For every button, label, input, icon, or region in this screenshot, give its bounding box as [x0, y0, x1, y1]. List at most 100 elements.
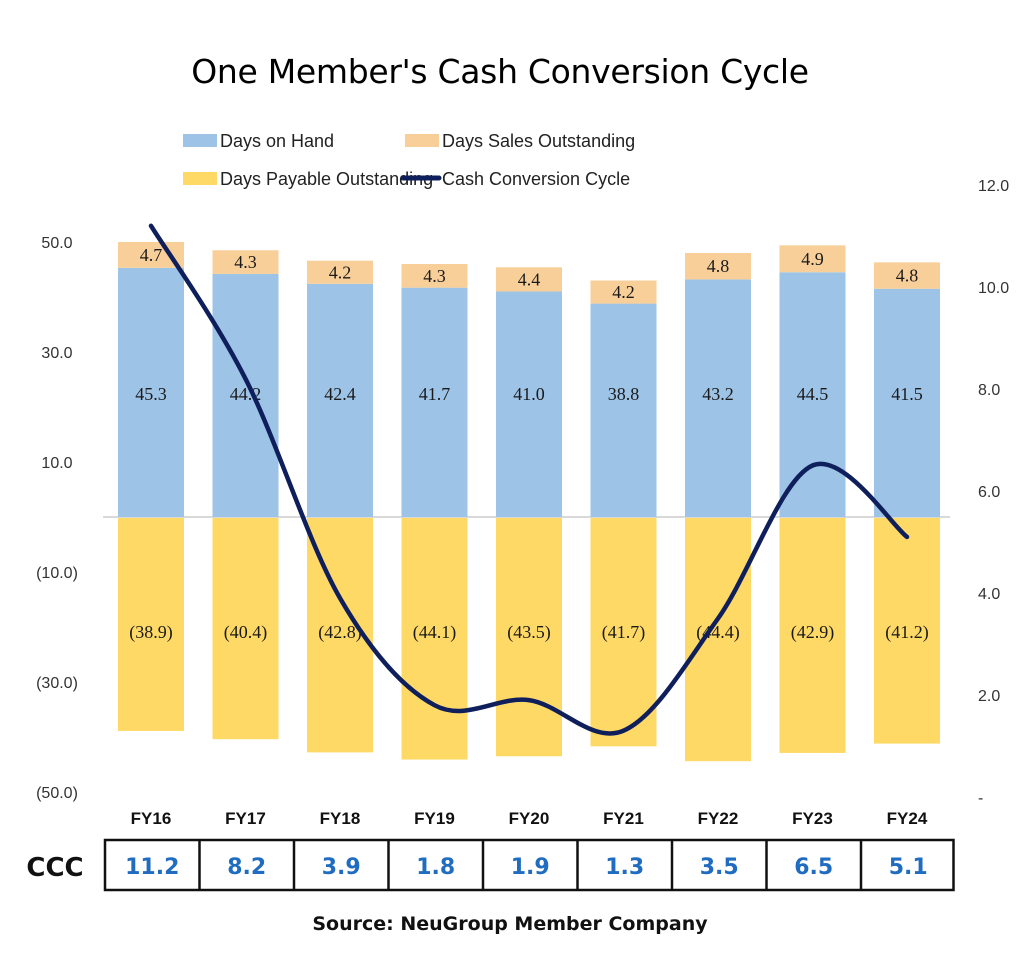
data-label-dpo: (43.5): [507, 622, 551, 643]
bar-days-payable-outstanding: [779, 518, 846, 753]
legend: Days on Hand Days Sales Outstanding Days P…: [183, 131, 635, 189]
bar-days-on-hand: [779, 272, 846, 517]
left-axis-tick-label: 50.0: [41, 235, 72, 252]
source-note: Source: NeuGroup Member Company: [312, 913, 708, 935]
left-axis: 50.0 30.0 10.0 (10.0) (30.0) (50.0): [36, 235, 78, 802]
bar-days-on-hand: [590, 303, 657, 517]
bar-days-on-hand: [685, 279, 751, 517]
right-axis: 12.0 10.0 8.0 6.0 4.0 2.0 -: [978, 178, 1009, 807]
right-axis-tick-label: 10.0: [978, 280, 1009, 297]
legend-label: Days Payable Outstanding: [220, 169, 433, 189]
bar-days-on-hand: [212, 273, 279, 517]
legend-label: Days Sales Outstanding: [442, 131, 635, 151]
bar-days-sales-outstanding: [212, 250, 279, 274]
left-axis-tick-label: (10.0): [36, 565, 78, 582]
bar-days-on-hand: [307, 283, 373, 517]
ccc-table-cell: 1.9: [511, 855, 550, 880]
ccc-table-cell: 1.8: [416, 855, 455, 880]
data-label-dpo: (41.7): [602, 622, 646, 643]
bar-days-sales-outstanding: [307, 260, 373, 284]
legend-swatch: [405, 134, 439, 147]
ccc-table-cell: 3.9: [322, 855, 361, 880]
ccc-table-header: CCC: [26, 853, 83, 883]
right-axis-tick-label: 8.0: [978, 382, 1000, 399]
right-axis-tick-label: -: [978, 790, 983, 807]
data-label-doh: 42.4: [324, 384, 356, 404]
data-label-doh: 43.2: [702, 384, 734, 404]
data-label-dso: 4.7: [140, 245, 163, 265]
bar-days-on-hand: [874, 288, 940, 517]
data-label-doh: 44.5: [797, 384, 829, 404]
ccc-table-cell: 1.3: [605, 855, 644, 880]
ccc-table-cell: 5.1: [889, 855, 928, 880]
left-axis-tick-label: 30.0: [41, 345, 72, 362]
ccc-table-border: [103, 838, 955, 892]
data-label-dpo: (42.9): [791, 622, 835, 643]
bar-days-sales-outstanding: [779, 245, 846, 273]
right-axis-tick-label: 2.0: [978, 688, 1000, 705]
category-label: FY24: [887, 809, 928, 828]
data-label-doh: 38.8: [608, 384, 640, 404]
data-label-dso: 4.8: [707, 256, 730, 276]
ccc-table-cell: 8.2: [227, 855, 266, 880]
bar-days-sales-outstanding: [401, 264, 468, 288]
category-label: FY19: [414, 809, 455, 828]
bar-days-payable-outstanding: [685, 518, 751, 762]
bar-labels: 4.745.3(38.9)4.344.2(40.4)4.242.4(42.8)4…: [129, 245, 929, 643]
legend-swatch: [183, 172, 217, 185]
legend-swatch: [183, 134, 217, 147]
category-label: FY18: [320, 809, 361, 828]
data-label-doh: 41.7: [419, 384, 451, 404]
bar-days-on-hand: [118, 267, 184, 517]
bar-days-sales-outstanding: [118, 242, 184, 268]
category-label: FY20: [509, 809, 550, 828]
left-axis-tick-label: (30.0): [36, 675, 78, 692]
bar-days-sales-outstanding: [496, 267, 562, 292]
bar-days-payable-outstanding: [874, 518, 940, 744]
data-label-dpo: (42.8): [318, 622, 362, 643]
chart-title: One Member's Cash Conversion Cycle: [191, 52, 809, 91]
bar-days-payable-outstanding: [590, 518, 657, 747]
bar-days-sales-outstanding: [685, 253, 751, 280]
data-label-dpo: (38.9): [129, 622, 173, 643]
bar-days-payable-outstanding: [212, 518, 279, 740]
data-label-dpo: (40.4): [224, 622, 268, 643]
category-label: FY23: [792, 809, 833, 828]
ccc-table: CCC 11.2 8.2 3.9 1.8 1.9 1.3 3.5 6.5 5.1: [26, 838, 955, 892]
bar-days-on-hand: [496, 291, 562, 517]
data-label-doh: 45.3: [135, 384, 167, 404]
data-label-dpo: (41.2): [885, 622, 929, 643]
ccc-table-cell: 3.5: [700, 855, 739, 880]
ccc-line-series: [148, 223, 910, 736]
legend-label: Cash Conversion Cycle: [442, 169, 630, 189]
right-axis-tick-label: 12.0: [978, 178, 1009, 195]
data-label-dso: 4.9: [801, 249, 824, 269]
data-label-doh: 41.5: [891, 384, 923, 404]
bar-days-on-hand: [401, 287, 468, 517]
bar-days-sales-outstanding: [590, 280, 657, 304]
right-axis-tick-label: 4.0: [978, 586, 1000, 603]
bar-days-sales-outstanding: [874, 262, 940, 289]
category-label: FY21: [603, 809, 644, 828]
category-label: FY17: [225, 809, 266, 828]
data-label-dso: 4.3: [423, 266, 446, 286]
ccc-table-cell: 11.2: [125, 855, 179, 880]
bar-days-payable-outstanding: [118, 518, 184, 731]
data-label-dso: 4.3: [234, 252, 257, 272]
data-label-dso: 4.4: [518, 269, 541, 289]
data-label-dpo: (44.1): [413, 622, 457, 643]
right-axis-tick-label: 6.0: [978, 484, 1000, 501]
category-label: FY16: [131, 809, 172, 828]
bars: [118, 242, 940, 762]
bar-days-payable-outstanding: [496, 518, 562, 757]
left-axis-tick-label: 10.0: [41, 455, 72, 472]
category-label: FY22: [698, 809, 739, 828]
data-label-dso: 4.8: [896, 266, 919, 286]
category-labels: FY16 FY17 FY18 FY19 FY20 FY21 FY22 FY23 FY24: [131, 809, 928, 828]
bar-days-payable-outstanding: [401, 518, 468, 760]
ccc-table-cell: 6.5: [794, 855, 833, 880]
legend-label: Days on Hand: [220, 131, 334, 151]
left-axis-tick-label: (50.0): [36, 785, 78, 802]
data-label-dso: 4.2: [612, 282, 635, 302]
